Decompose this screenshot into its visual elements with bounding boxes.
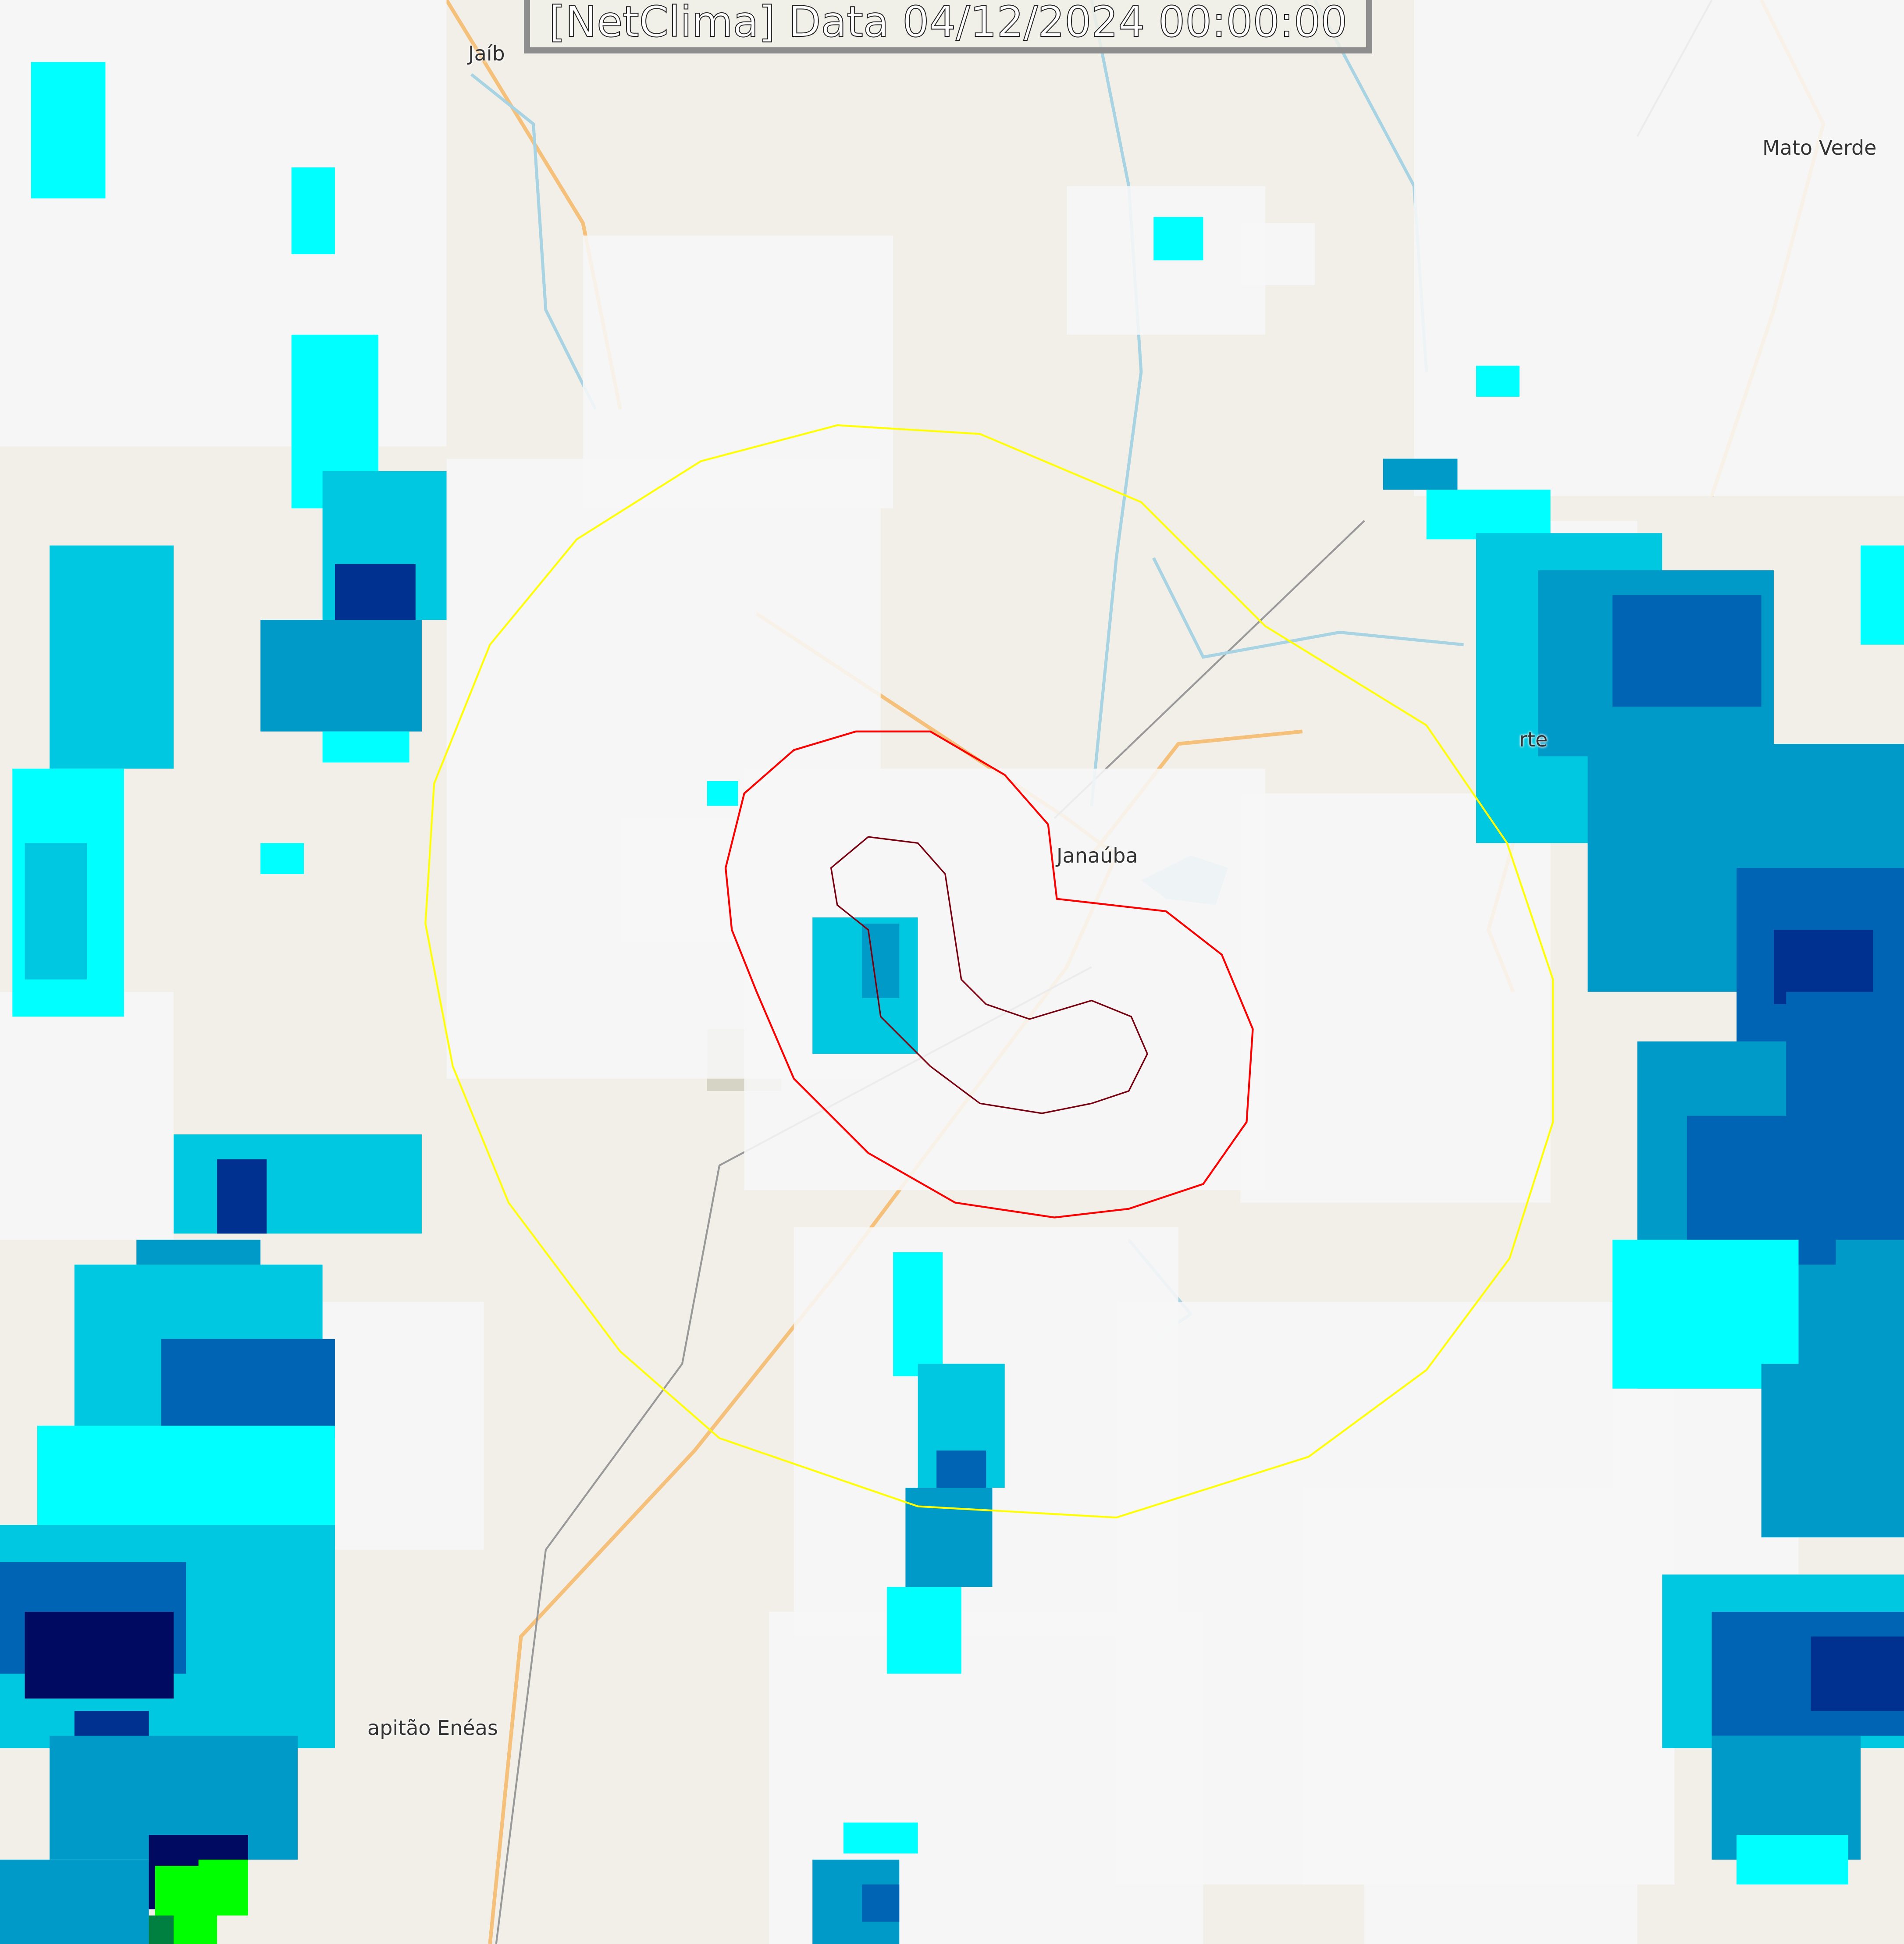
radar-precip-cell <box>1761 1364 1904 1538</box>
radar-precip-cell <box>260 620 422 732</box>
radar-precip-cell <box>862 1884 900 1922</box>
radar-haze-cell <box>1240 793 1551 1203</box>
radar-precip-cell <box>161 1339 335 1438</box>
place-label-mato-verde: Mato Verde <box>1762 136 1877 160</box>
radar-precip-cell <box>174 1134 422 1234</box>
radar-precip-cell <box>1426 490 1551 540</box>
radar-precip-cell <box>862 924 900 998</box>
radar-haze-cell <box>1240 223 1315 285</box>
radar-precip-cell <box>886 1587 961 1674</box>
radar-precip-cell <box>31 62 106 199</box>
radar-precip-cell <box>25 1611 174 1699</box>
radar-precip-cell <box>322 731 409 763</box>
radar-precip-cell <box>1383 458 1458 490</box>
radar-precip-cell <box>1811 1636 1904 1711</box>
radar-haze-cell <box>0 992 174 1240</box>
radar-precip-cell <box>1737 1835 1848 1885</box>
radar-haze-cell <box>1414 0 1904 496</box>
place-label-janauba: Janaúba <box>1057 844 1138 867</box>
radar-precip-cell <box>198 1859 248 1916</box>
core-alert-ring <box>830 836 1148 1114</box>
inner-alert-ring <box>725 730 1254 1219</box>
radar-precip-cell <box>905 1488 993 1587</box>
place-label-porteirinha: rte <box>1519 728 1548 751</box>
timestamp-banner: [NetClima] Data 04/12/2024 00:00:00 <box>524 0 1372 53</box>
radar-precip-cell <box>843 1822 918 1854</box>
radar-haze-cell <box>1364 1884 1637 1944</box>
radar-precip-cell <box>1612 595 1762 707</box>
radar-precip-cell <box>1153 217 1203 260</box>
radar-precip-cell <box>1786 992 1904 1240</box>
radar-precip-cell <box>1860 545 1904 645</box>
river <box>1090 0 1143 806</box>
radar-haze-cell <box>620 818 744 942</box>
radar-precip-cell <box>893 1252 943 1376</box>
radar-precip-cell <box>291 167 335 254</box>
radar-precip-cell <box>1476 366 1520 397</box>
radar-precip-cell <box>50 545 174 769</box>
radar-precip-cell <box>0 1859 149 1944</box>
radar-precip-cell <box>707 781 738 806</box>
outer-coverage-ring <box>424 424 1554 1519</box>
place-label-jaiba: Jaíb <box>468 42 505 65</box>
radar-precip-cell <box>217 1159 267 1234</box>
river <box>470 73 597 410</box>
radar-precip-cell <box>25 843 87 980</box>
river <box>1152 557 1464 659</box>
place-label-capitao-eneas: apitão Enéas <box>367 1716 498 1740</box>
radar-precip-cell <box>260 843 304 874</box>
